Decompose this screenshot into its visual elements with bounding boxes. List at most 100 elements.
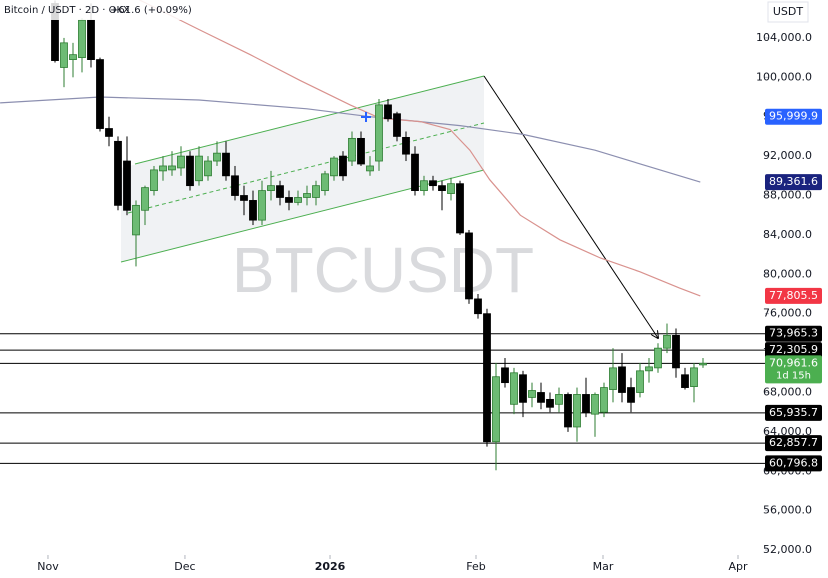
countdown: 1d 15h <box>776 370 811 381</box>
candle-body <box>474 298 482 315</box>
y-tick-label: 80,000.0 <box>763 267 812 280</box>
watermark: BTCUSDT <box>232 234 534 306</box>
candle-body <box>573 394 581 428</box>
candle-body <box>357 137 365 165</box>
candle-body <box>384 104 392 120</box>
candle-body <box>87 19 95 60</box>
arrow <box>483 75 658 338</box>
x-tick-label: Mar <box>593 560 614 573</box>
candle-body <box>654 347 662 369</box>
candle-body <box>114 140 122 206</box>
currency-box <box>767 1 809 23</box>
candle-body <box>78 19 86 59</box>
candle-body <box>222 152 230 177</box>
candle-body <box>69 54 77 60</box>
candle-body <box>267 185 275 191</box>
crosshair <box>361 112 371 122</box>
channel-upper <box>134 75 485 165</box>
candle-body <box>96 59 104 129</box>
candle-body <box>105 128 113 137</box>
x-tick-label: Dec <box>174 560 195 573</box>
candle-body <box>132 204 140 236</box>
symbol: Bitcoin / USDT · 2D · OKX <box>4 5 130 16</box>
x-tick-label: Nov <box>37 560 59 573</box>
price-badge-label: 77,805.5 <box>769 289 818 302</box>
x-tick-label: Feb <box>466 560 485 573</box>
currency: USDT <box>773 5 804 18</box>
price-badge <box>765 355 822 384</box>
price-badge <box>765 174 822 191</box>
change: +61.6 (+0.09%) <box>110 5 192 16</box>
candle-body <box>303 193 311 198</box>
x-tick-label: 2026 <box>315 560 346 573</box>
price-badge-label: 70,961.6 <box>769 356 818 369</box>
price-badge-label: 95,999.9 <box>769 110 818 123</box>
candle-body <box>249 200 257 221</box>
candle-body <box>609 367 617 390</box>
candle-body <box>582 394 590 413</box>
y-tick-label: 56,000.0 <box>763 504 812 517</box>
price-badge-label: 60,796.8 <box>769 456 818 469</box>
candle-body <box>123 160 131 211</box>
price-badge-label: 73,965.3 <box>769 327 818 340</box>
candle-body <box>681 374 689 388</box>
header-bg <box>0 0 190 20</box>
candle-body <box>636 370 644 393</box>
candle-body <box>168 165 176 171</box>
candle-body <box>627 387 635 403</box>
candle-body <box>258 190 266 221</box>
candle-body <box>276 185 284 198</box>
candle-body <box>438 185 446 191</box>
candle-body <box>231 175 239 196</box>
price-badge <box>765 435 822 452</box>
price-badge <box>765 455 822 472</box>
axes: 52,000.056,000.060,000.064,000.068,000.0… <box>37 31 822 573</box>
candle-body <box>339 155 347 177</box>
candle-body <box>537 392 545 403</box>
candle-body <box>420 180 428 191</box>
candle-body <box>150 169 158 191</box>
price-badge <box>765 287 822 304</box>
price-badge-label: 62,857.7 <box>769 436 818 449</box>
moving-average <box>139 0 701 297</box>
candle-body <box>366 165 374 172</box>
candle-body <box>600 387 608 413</box>
price-badge <box>765 325 822 342</box>
candle-body <box>519 374 527 403</box>
y-tick-label: 92,000.0 <box>763 149 812 162</box>
candle-body <box>618 366 626 393</box>
candle-body <box>375 104 383 162</box>
x-tick-label: Apr <box>728 560 748 573</box>
candle-body <box>393 113 401 137</box>
price-badge <box>765 342 822 359</box>
y-tick-label: 84,000.0 <box>763 228 812 241</box>
candle-body <box>60 42 68 68</box>
candle-body <box>177 155 185 169</box>
candle-body <box>159 165 167 172</box>
candle-body <box>294 197 302 203</box>
candle-body <box>429 180 437 187</box>
candle-body <box>546 398 554 408</box>
y-tick-label: 64,000.0 <box>763 425 812 438</box>
candle-body <box>195 155 203 182</box>
candle-body <box>411 153 419 191</box>
price-badge <box>765 404 822 421</box>
candle-body <box>564 394 572 428</box>
candle-body <box>456 183 464 234</box>
candle-body <box>492 376 500 443</box>
y-tick-label: 68,000.0 <box>763 385 812 398</box>
price-badge <box>765 108 822 125</box>
candle-body <box>528 390 536 398</box>
candle-body <box>483 313 491 443</box>
candle-body <box>285 197 293 203</box>
candle-body <box>213 152 221 162</box>
y-tick-label: 76,000.0 <box>763 307 812 320</box>
y-tick-label: 88,000.0 <box>763 189 812 202</box>
candle-body <box>141 187 149 211</box>
candle-body <box>348 137 356 162</box>
candle-body <box>690 367 698 387</box>
candle-body <box>591 394 599 415</box>
candle-body <box>186 155 194 187</box>
